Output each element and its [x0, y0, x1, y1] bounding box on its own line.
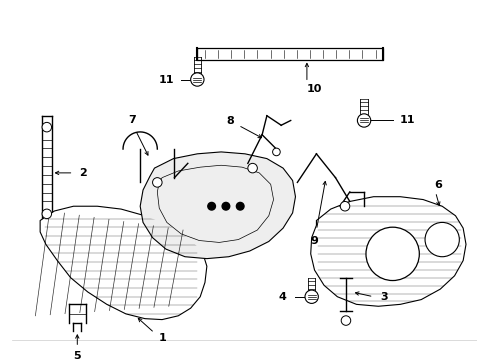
- Text: 8: 8: [226, 116, 234, 126]
- Circle shape: [424, 222, 458, 257]
- Text: 3: 3: [380, 292, 387, 302]
- Circle shape: [341, 316, 350, 325]
- Text: 9: 9: [310, 237, 318, 247]
- Circle shape: [207, 202, 215, 210]
- Text: 11: 11: [398, 116, 414, 126]
- Polygon shape: [40, 206, 206, 320]
- Text: 1: 1: [158, 333, 165, 343]
- Circle shape: [190, 73, 203, 86]
- Polygon shape: [140, 152, 295, 258]
- Circle shape: [222, 202, 229, 210]
- Polygon shape: [310, 197, 465, 306]
- Text: 5: 5: [73, 351, 81, 360]
- Bar: [197, 48, 382, 59]
- Circle shape: [365, 227, 419, 280]
- Circle shape: [340, 202, 349, 211]
- Circle shape: [247, 163, 257, 173]
- Text: 6: 6: [433, 180, 442, 190]
- Circle shape: [152, 177, 162, 187]
- Text: 10: 10: [306, 84, 322, 94]
- Text: 11: 11: [159, 75, 174, 85]
- Circle shape: [305, 290, 318, 303]
- Circle shape: [42, 209, 51, 219]
- Circle shape: [42, 122, 51, 132]
- Circle shape: [357, 114, 370, 127]
- Circle shape: [236, 202, 244, 210]
- Text: 4: 4: [278, 292, 285, 302]
- Circle shape: [272, 148, 280, 156]
- Text: 2: 2: [79, 168, 87, 178]
- Text: 7: 7: [128, 116, 136, 126]
